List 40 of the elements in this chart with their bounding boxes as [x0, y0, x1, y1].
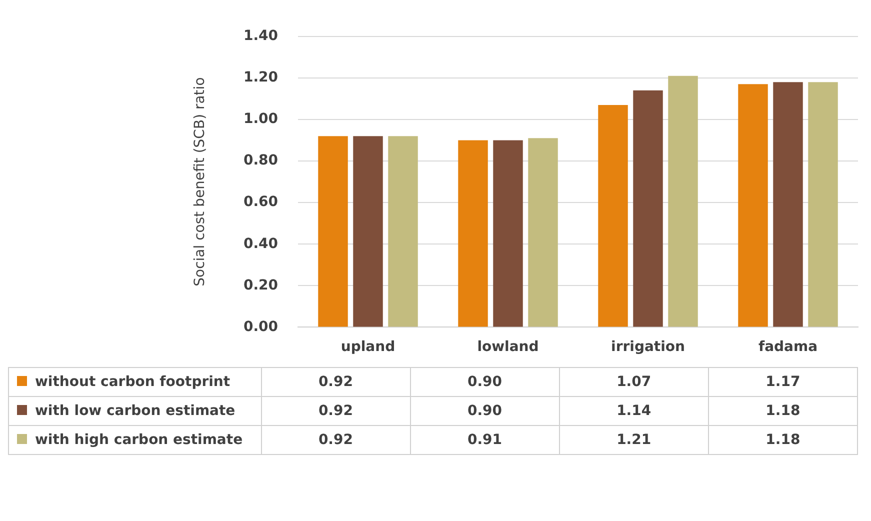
data-label: 1.07	[559, 368, 708, 396]
data-label: 1.18	[708, 426, 858, 454]
x-tick-label: fadama	[758, 339, 818, 356]
data-label: 0.90	[410, 368, 560, 396]
y-tick-label: 0.20	[243, 277, 278, 294]
y-axis-title: Social cost benefit (SCB) ratio	[192, 77, 208, 286]
y-tick-label: 0.80	[243, 152, 278, 169]
data-label: 0.92	[261, 426, 410, 454]
bar	[388, 136, 418, 327]
data-label: 1.17	[708, 368, 858, 396]
data-label: 0.92	[261, 368, 410, 396]
y-tick-label: 1.00	[243, 111, 278, 128]
bar	[493, 140, 523, 327]
data-label: 1.21	[559, 426, 708, 454]
y-tick-label: 0.00	[243, 318, 278, 335]
x-tick-label: lowland	[477, 339, 539, 356]
legend-label: without carbon footprint	[35, 374, 230, 390]
data-label: 0.91	[410, 426, 560, 454]
y-tick-label: 0.60	[243, 194, 278, 210]
bar	[458, 140, 488, 327]
y-tick-label: 1.20	[243, 70, 278, 86]
bar	[633, 90, 663, 327]
y-tick-label: 1.40	[243, 28, 278, 44]
data-label: 0.92	[261, 396, 410, 426]
y-tick-label: 0.40	[243, 236, 278, 252]
bar	[773, 82, 803, 327]
bar	[353, 136, 383, 327]
legend-label: with low carbon estimate	[35, 403, 236, 419]
bar	[598, 104, 628, 327]
data-label: 1.14	[559, 396, 708, 426]
data-label: 0.90	[410, 396, 560, 426]
bar	[668, 76, 698, 327]
data-label: 1.18	[708, 396, 858, 426]
legend-label: with high carbon estimate	[35, 432, 243, 448]
x-tick-label: irrigation	[611, 339, 685, 356]
x-tick-label: upland	[340, 339, 396, 356]
bar	[738, 84, 768, 327]
bar	[528, 138, 558, 327]
bar	[318, 136, 348, 327]
bar	[808, 82, 838, 327]
